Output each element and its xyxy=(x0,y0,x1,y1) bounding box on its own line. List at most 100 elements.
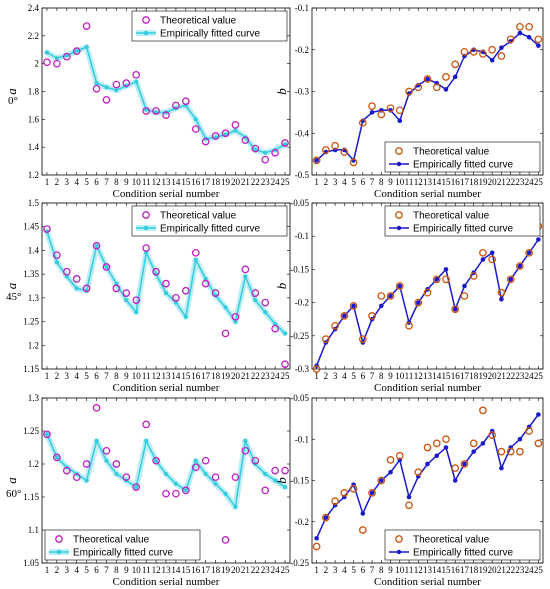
y-tick-label: -0.15 xyxy=(290,476,309,486)
fitted-point xyxy=(443,267,449,272)
theoretical-point xyxy=(251,144,260,153)
x-tick-label: 20 xyxy=(231,177,241,187)
theoretical-point xyxy=(251,456,260,465)
x-tick-label: 1 xyxy=(314,371,319,381)
theoretical-point xyxy=(358,335,367,343)
legend-theoretical-swatch xyxy=(395,147,403,155)
x-tick-label: 7 xyxy=(370,565,375,575)
fitted-point xyxy=(379,478,384,483)
theoretical-point xyxy=(488,431,497,439)
y-tick-label: 1.4 xyxy=(28,142,40,152)
theoretical-point xyxy=(92,84,101,93)
fitted-point xyxy=(425,461,430,467)
y-tick-label: -0.1 xyxy=(295,3,309,13)
fitted-point xyxy=(54,56,59,61)
theoretical-point xyxy=(43,225,51,233)
fitted-point xyxy=(164,471,168,476)
y-tick-label: -0.2 xyxy=(295,517,309,527)
x-tick-label: 20 xyxy=(231,565,241,575)
legend-theoretical-label: Theoretical value xyxy=(73,535,150,546)
y-tick-label: -0.5 xyxy=(295,170,310,180)
theoretical-point xyxy=(211,473,220,482)
fitted-point xyxy=(104,265,109,270)
x-tick-label: 5 xyxy=(84,565,89,575)
fitted-point xyxy=(526,34,532,40)
theoretical-point xyxy=(534,439,543,448)
x-tick-label: 21 xyxy=(241,565,250,575)
y-axis-label: b xyxy=(274,88,289,95)
theoretical-point xyxy=(377,110,386,119)
x-tick-label: 24 xyxy=(525,177,535,187)
fitted-point xyxy=(263,310,268,315)
x-tick-label: 15 xyxy=(441,371,451,381)
fitted-point xyxy=(243,274,248,279)
theoretical-point xyxy=(322,335,330,343)
x-tick-label: 1 xyxy=(45,177,50,187)
legend-fitted-label: Empirically fitted curve xyxy=(413,160,513,171)
theoretical-point xyxy=(211,132,220,140)
theoretical-point xyxy=(460,460,469,468)
y-axis-label: a xyxy=(4,88,19,95)
fitted-point xyxy=(471,449,477,454)
legend-fitted-dot xyxy=(143,225,149,231)
fitted-point xyxy=(415,300,421,305)
x-tick-label: 10 xyxy=(132,177,142,187)
fitted-point xyxy=(499,45,504,50)
fitted-point xyxy=(452,478,458,483)
x-tick-label: 3 xyxy=(65,177,70,187)
theoretical-point xyxy=(497,447,506,456)
theoretical-point xyxy=(102,446,111,455)
fitted-point xyxy=(369,110,375,115)
y-tick-label: -0.4 xyxy=(295,128,310,138)
fitted-point xyxy=(223,491,228,496)
x-tick-label: 21 xyxy=(241,177,250,187)
fitted-point xyxy=(369,490,375,496)
theoretical-point xyxy=(525,427,533,435)
fitted-point xyxy=(54,260,59,265)
y-tick-label: -0.2 xyxy=(295,298,309,308)
x-tick-label: 17 xyxy=(460,177,470,187)
theoretical-point xyxy=(322,146,330,154)
theoretical-point xyxy=(122,473,131,482)
fitted-point xyxy=(114,88,119,93)
theoretical-point xyxy=(152,107,160,115)
fitted-point xyxy=(314,158,319,163)
theoretical-point xyxy=(191,248,200,257)
y-tick-label: -0.15 xyxy=(290,264,309,274)
theoretical-point xyxy=(442,73,450,81)
theoretical-point xyxy=(172,101,180,110)
x-tick-label: 25 xyxy=(534,177,544,187)
fitted-point xyxy=(517,263,523,269)
theoretical-point xyxy=(122,79,131,88)
fitted-point xyxy=(64,53,69,58)
theoretical-point xyxy=(142,244,151,252)
theoretical-point xyxy=(201,137,210,146)
theoretical-point xyxy=(451,305,460,314)
x-tick-label: 22 xyxy=(251,565,260,575)
fitted-point xyxy=(342,313,347,319)
fitted-point xyxy=(74,49,79,54)
panels: 1 2 3 4 5 6 7 8 9 10 11 12 13 14 15 16 17 18 19 20 21 22 23 24 2… xyxy=(4,3,544,588)
theoretical-point xyxy=(132,296,141,305)
fitted-point xyxy=(243,438,248,443)
x-tick-label: 15 xyxy=(181,371,191,381)
theoretical-point xyxy=(460,292,469,300)
x-tick-label: 24 xyxy=(271,371,281,381)
legend-box xyxy=(384,141,541,173)
x-axis-label: Condition serial number xyxy=(374,382,481,394)
x-tick-label: 14 xyxy=(171,371,181,381)
theoretical-point xyxy=(172,294,180,302)
theoretical-point xyxy=(162,489,170,498)
theoretical-point xyxy=(82,22,91,30)
legend: Theoretical value Empirically fitted curv… xyxy=(384,205,541,237)
theoretical-point xyxy=(451,464,460,472)
x-axis-label: Condition serial number xyxy=(374,576,481,588)
fitted-point xyxy=(213,135,218,140)
x-tick-label: 22 xyxy=(506,371,515,381)
theoretical-point xyxy=(349,158,358,167)
fitted-point xyxy=(489,250,495,256)
x-tick-label: 1 xyxy=(45,371,50,381)
y-tick-label: 1.4 xyxy=(28,245,40,255)
theoretical-point xyxy=(358,118,367,127)
